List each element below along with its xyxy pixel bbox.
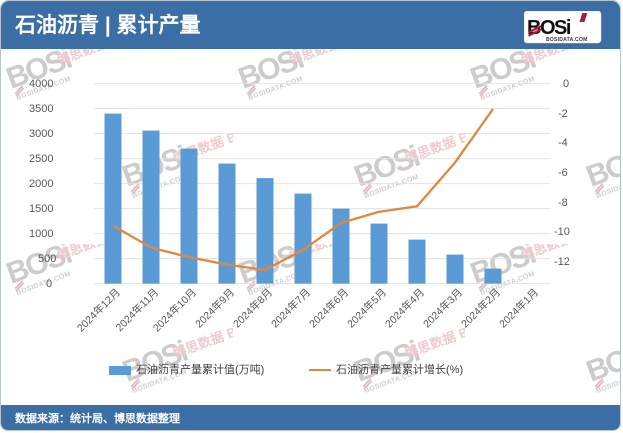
svg-text:BOSi: BOSi: [527, 17, 571, 39]
svg-text:BOSIDATA.COM: BOSIDATA.COM: [546, 37, 588, 43]
